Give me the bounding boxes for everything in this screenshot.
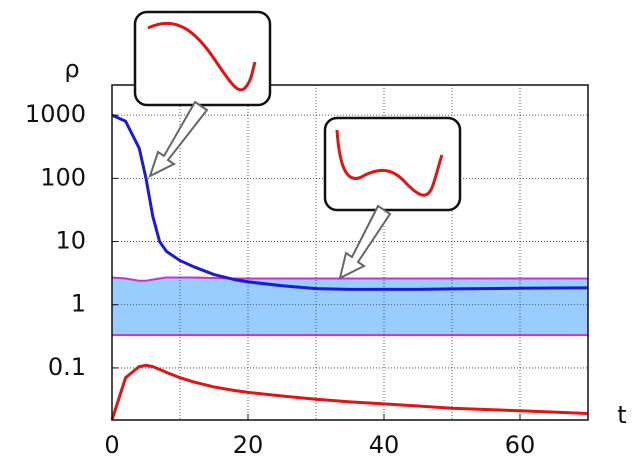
y-tick-label: 10 xyxy=(55,227,86,255)
y-tick-label: 1000 xyxy=(25,100,86,128)
y-tick-label: 0.1 xyxy=(48,353,86,381)
callout-1 xyxy=(133,10,272,178)
plot-frame xyxy=(111,84,589,421)
data-line xyxy=(111,113,589,291)
y-tick-label: 100 xyxy=(40,163,86,191)
y-tick-label: 1 xyxy=(71,290,86,318)
x-tick-label: 20 xyxy=(233,431,264,459)
x-tick-label: 60 xyxy=(505,431,536,459)
data-line xyxy=(110,363,589,421)
plot-area xyxy=(110,84,589,421)
callout-2 xyxy=(323,116,462,280)
band-edge xyxy=(111,276,588,282)
x-tick-label: 40 xyxy=(369,431,400,459)
y-axis-label: ρ xyxy=(64,55,79,83)
band-area xyxy=(112,277,588,336)
x-tick-label: 0 xyxy=(104,431,119,459)
x-axis-label: t xyxy=(617,401,626,429)
